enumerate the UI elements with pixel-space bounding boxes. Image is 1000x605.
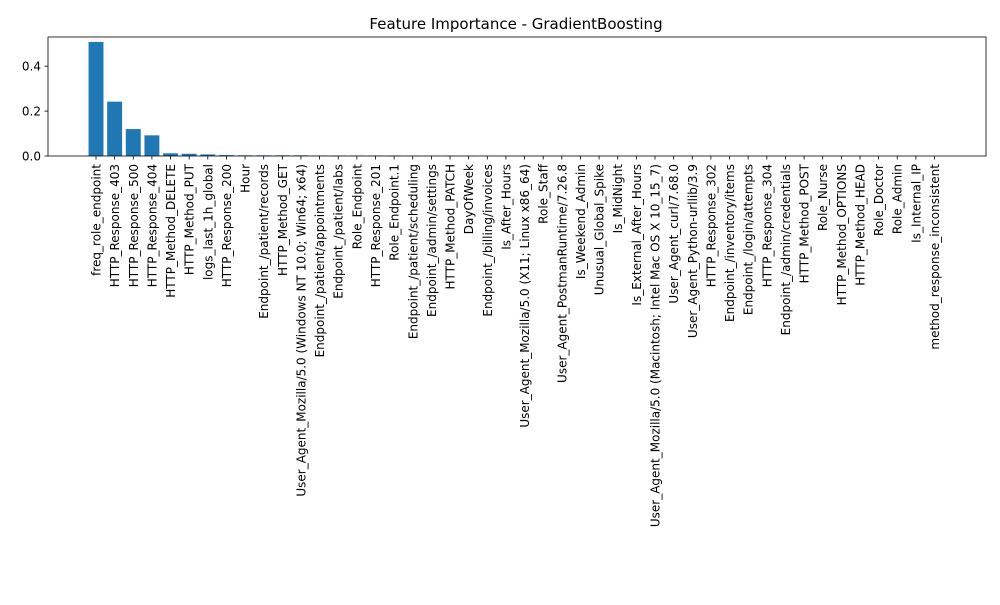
x-tick-label: HTTP_Method_GET [276,163,290,276]
x-tick-label: User_Agent_Python-urllib/3.9 [686,164,700,338]
bar [144,135,159,156]
x-tick-label: Role_Endpoint [350,164,364,250]
plot-frame [48,37,986,156]
x-tick-label: HTTP_Method_PUT [183,163,197,275]
x-axis-ticks: freq_role_endpoint HTTP_Response_403 HTTP_… [90,156,943,527]
x-tick-label: Role_Endpoint.1 [388,164,402,261]
x-tick-label: HTTP_Method_DELETE [164,164,178,298]
x-tick-label: HTTP_Response_403 [108,164,122,287]
x-tick-label: HTTP_Response_404 [145,164,159,287]
x-tick-label: logs_last_1h_global [201,164,215,280]
x-tick-label: Endpoint_/inventory/items [723,164,737,322]
x-tick-label: User_Agent_Mozilla/5.0 (Macintosh; Intel… [649,164,663,527]
x-tick-label: HTTP_Response_302 [704,164,718,287]
x-tick-label: Endpoint_/login/attempts [742,164,756,315]
x-tick-label: Endpoint_/patient/labs [332,164,346,299]
y-tick-label: 0.4 [22,60,41,74]
x-tick-label: Endpoint_/patient/appointments [313,164,327,357]
x-tick-label: Is_Weekend_Admin [574,164,588,279]
x-tick-label: Endpoint_/patient/scheduling [406,164,420,339]
x-tick-label: HTTP_Method_POST [798,163,812,283]
x-tick-label: freq_role_endpoint [90,164,104,276]
x-tick-label: Is_MidNight [611,164,625,234]
x-tick-label: Unusual_Global_Spike [593,164,607,295]
bar [163,153,178,156]
bar [107,102,122,156]
bars-layer [89,42,849,156]
x-tick-label: method_response_inconsistent [928,164,942,350]
y-axis-ticks: 0.0 0.2 0.4 [22,60,48,164]
bar [89,42,104,156]
x-tick-label: Endpoint_/admin/credentials [779,164,793,335]
x-tick-label: Is_External_After_Hours [630,164,644,306]
x-tick-label: HTTP_Method_OPTIONS [835,164,849,305]
y-tick-label: 0.0 [22,150,41,164]
x-tick-label: DayOfWeek [462,164,476,234]
x-tick-label: Role_Admin [891,164,905,234]
x-tick-label: HTTP_Method_PATCH [444,164,458,290]
x-tick-label: Is_Internal_IP [909,164,923,243]
chart-title: Feature Importance - GradientBoosting [369,15,662,33]
x-tick-label: HTTP_Response_500 [127,164,141,287]
x-tick-label: Endpoint_/admin/settings [425,164,439,317]
x-tick-label: HTTP_Response_200 [220,164,234,287]
x-tick-label: HTTP_Response_201 [369,164,383,287]
x-tick-label: User_Agent_Mozilla/5.0 (X11; Linux x86_6… [518,164,532,428]
x-tick-label: User_Agent_Mozilla/5.0 (Windows NT 10.0;… [294,164,308,497]
x-tick-label: HTTP_Method_HEAD [853,164,867,286]
x-tick-label: Role_Nurse [816,164,830,231]
bar [126,129,141,156]
x-tick-label: User_Agent_curl/7.68.0 [667,164,681,304]
x-tick-label: Endpoint_/patient/records [257,164,271,319]
x-tick-label: Hour [239,164,253,193]
x-tick-label: Is_After_Hours [499,164,513,250]
x-tick-label: Role_Doctor [872,164,886,236]
x-tick-label: Role_Staff [537,163,551,224]
y-tick-label: 0.2 [22,105,41,119]
x-tick-label: Endpoint_/billing/invoices [481,164,495,317]
x-tick-label: HTTP_Response_304 [760,164,774,287]
x-tick-label: User_Agent_PostmanRuntime/7.26.8 [555,164,569,383]
